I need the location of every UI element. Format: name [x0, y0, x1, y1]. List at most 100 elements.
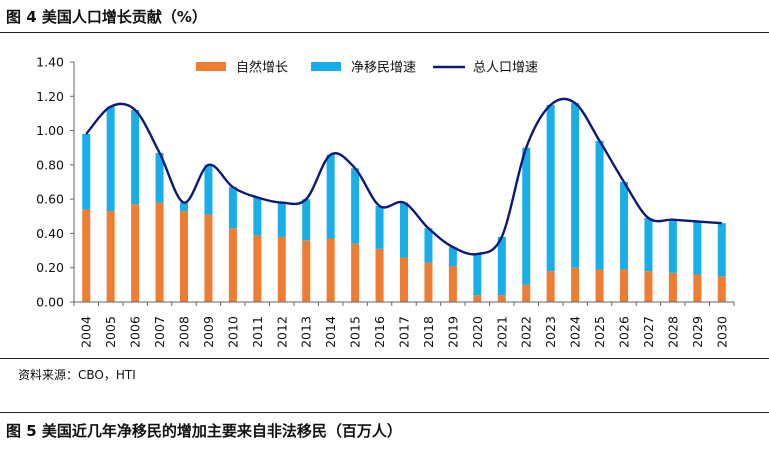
bar-natural-growth — [497, 295, 506, 302]
x-tick-label: 2017 — [397, 316, 412, 348]
x-tick-label: 2025 — [592, 316, 607, 348]
bar-net-migration — [228, 187, 237, 229]
bar-net-migration — [155, 152, 164, 203]
bar-net-migration — [106, 106, 115, 212]
bar-net-migration — [302, 199, 311, 241]
legend-label: 自然增长 — [236, 60, 288, 76]
x-tick-label: 2016 — [372, 316, 387, 348]
legend-item-0: 自然增长 — [196, 60, 288, 76]
bar-natural-growth — [277, 236, 286, 302]
figure-4-title: 图 4 美国人口增长贡献（%） — [6, 8, 207, 26]
figure-5-title: 图 5 美国近几年净移民的增加主要来自非法移民（百万人） — [6, 422, 402, 440]
x-tick-label: 2028 — [665, 316, 680, 348]
x-tick-label: 2020 — [470, 316, 485, 348]
x-tick-label: 2019 — [445, 316, 460, 348]
x-tick-label: 2012 — [274, 316, 289, 348]
bar-net-migration — [400, 202, 408, 258]
y-tick-label: 1.40 — [36, 55, 64, 70]
legend-swatch — [196, 62, 226, 71]
x-tick-label: 2018 — [421, 316, 436, 348]
bar-natural-growth — [448, 266, 457, 302]
bar-natural-growth — [546, 271, 555, 302]
x-tick-label: 2006 — [128, 316, 143, 348]
bar-natural-growth — [228, 228, 237, 302]
top-rule — [0, 32, 769, 33]
bar-net-migration — [448, 247, 457, 266]
y-tick-label: 0.20 — [36, 260, 64, 275]
bar-net-migration — [473, 254, 482, 296]
legend-label: 总人口增速 — [473, 61, 538, 76]
bar-natural-growth — [204, 214, 213, 302]
bar-net-migration — [326, 154, 335, 239]
source-note: 资料来源：CBO，HTI — [18, 368, 136, 382]
x-tick-label: 2014 — [323, 316, 338, 348]
bar-natural-growth — [473, 295, 482, 302]
source-rule — [0, 358, 769, 359]
x-tick-label: 2013 — [299, 316, 314, 348]
y-axis: 0.00 0.20 0.40 0.60 0.80 1.00 1.20 1.40 — [36, 55, 75, 310]
bar-net-migration — [253, 197, 262, 236]
bar-net-migration — [595, 140, 604, 270]
bar-natural-growth — [82, 209, 91, 302]
figure-5-rule — [0, 412, 769, 413]
x-axis: 2004 2005 2006 2007 2008 2009 2010 2011 2012 2013… — [73, 301, 735, 348]
bar-net-migration — [82, 134, 91, 210]
x-tick-label: 2004 — [79, 316, 94, 348]
bar-net-migration — [131, 110, 140, 205]
bar-net-migration — [351, 168, 360, 244]
x-tick-label: 2011 — [250, 316, 265, 348]
bar-net-migration — [717, 223, 726, 277]
bar-natural-growth — [155, 202, 164, 302]
bar-net-migration — [497, 236, 506, 296]
legend-item-2: 总人口增速 — [433, 61, 538, 76]
y-tick-label: 0.80 — [36, 157, 64, 172]
x-tick-label: 2005 — [103, 316, 118, 348]
legend-item-1: 净移民增速 — [311, 61, 416, 76]
bar-natural-growth — [693, 274, 702, 302]
bar-net-migration — [644, 218, 653, 272]
bar-natural-growth — [644, 271, 653, 302]
bar-net-migration — [571, 103, 580, 268]
bar-net-migration — [375, 206, 384, 249]
bar-net-migration — [180, 202, 188, 212]
x-tick-label: 2023 — [543, 316, 558, 348]
bar-natural-growth — [668, 272, 677, 302]
bar-natural-growth — [253, 235, 262, 302]
bar-net-migration — [620, 182, 628, 270]
x-tick-label: 2015 — [348, 316, 363, 348]
bar-net-migration — [424, 228, 433, 263]
bar-natural-growth — [351, 243, 360, 302]
bar-natural-growth — [424, 262, 433, 302]
x-tick-label: 2010 — [225, 316, 240, 348]
bar-natural-growth — [400, 257, 408, 302]
x-tick-label: 2009 — [201, 316, 216, 348]
bar-net-migration — [522, 147, 531, 285]
bar-natural-growth — [717, 276, 726, 302]
x-tick-label: 2030 — [714, 316, 729, 348]
x-tick-label: 2026 — [617, 316, 632, 348]
bar-natural-growth — [131, 204, 140, 302]
total-growth-line — [85, 97, 722, 256]
total-line-group — [85, 97, 722, 256]
bar-natural-growth — [595, 269, 604, 302]
x-tick-label: 2007 — [152, 316, 167, 348]
bar-net-migration — [668, 219, 677, 273]
bar-net-migration — [693, 221, 702, 275]
y-tick-label: 0.40 — [36, 226, 64, 241]
bar-natural-growth — [302, 240, 311, 302]
bar-natural-growth — [106, 211, 115, 302]
bar-natural-growth — [180, 211, 188, 302]
bar-natural-growth — [326, 238, 335, 302]
legend-swatch — [311, 62, 341, 71]
bar-natural-growth — [620, 269, 628, 302]
bar-net-migration — [277, 202, 286, 237]
bar-net-migration — [546, 104, 555, 272]
x-tick-label: 2022 — [519, 316, 534, 348]
x-tick-label: 2024 — [568, 316, 583, 348]
bars-group — [82, 103, 726, 302]
x-tick-label: 2021 — [494, 316, 509, 348]
legend: 自然增长 净移民增速 总人口增速 — [196, 60, 538, 76]
x-tick-label: 2029 — [690, 316, 705, 348]
y-tick-label: 1.20 — [36, 89, 64, 104]
bar-natural-growth — [522, 284, 531, 302]
